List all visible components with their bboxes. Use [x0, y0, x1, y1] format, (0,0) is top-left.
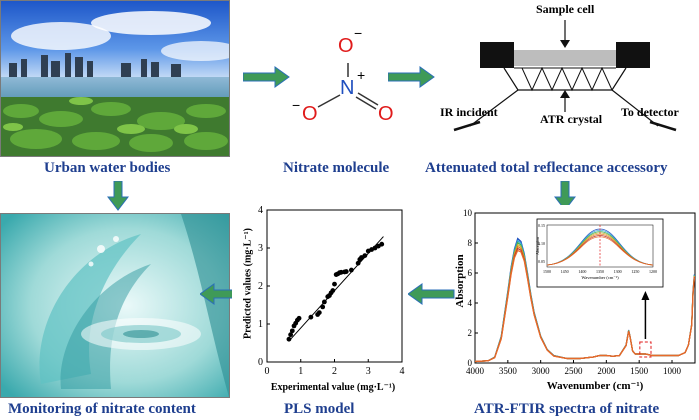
ftir-xtick-label: 3500 — [499, 366, 518, 376]
pls-point — [321, 299, 327, 305]
pls-xtick-label: 4 — [400, 366, 405, 377]
atr-caption: Attenuated total reflectance accessory — [425, 160, 668, 176]
pls-fit-line — [288, 236, 384, 342]
atr-diagram-art — [453, 20, 677, 132]
pls-xtick-label: 0 — [265, 366, 270, 377]
pls-point — [316, 310, 322, 315]
sample-cell-label: Sample cell — [536, 2, 595, 16]
pls-point — [289, 328, 295, 334]
nitrate-molecule: O − N + O − O — [290, 15, 410, 135]
ftir-ytick-label: 0 — [468, 358, 473, 368]
oxygen-top-charge: − — [354, 25, 363, 41]
ftir-plot-frame — [474, 212, 696, 364]
oxygen-top: O — [338, 35, 354, 57]
ftir-inset-xtick-label: 1200 — [649, 269, 657, 274]
ftir-xtick-label: 4000 — [466, 366, 485, 376]
pls-caption: PLS model — [284, 401, 355, 417]
ftir-xtick-label: 2000 — [597, 366, 616, 376]
pls-point — [296, 315, 302, 321]
water-monitoring-image — [0, 213, 230, 398]
ftir-xtick-label: 2500 — [565, 366, 584, 376]
ftir-inset-line — [546, 233, 654, 266]
ftir-inset-xlabel: Wavenumber (cm⁻¹) — [581, 275, 619, 280]
urban-caption: Urban water bodies — [44, 160, 171, 176]
nitrate-bonds — [317, 63, 379, 110]
pls-chart: 0 1 2 3 4 0 1 2 3 4 — [258, 205, 405, 377]
pls-point — [288, 332, 294, 338]
pls-point — [379, 241, 385, 247]
ir-incident-label: IR incident — [440, 105, 498, 119]
ftir-inset-line — [546, 231, 654, 266]
ftir-xtick-label: 1500 — [630, 366, 649, 376]
ftir-caption: ATR-FTIR spectra of nitrate — [474, 401, 660, 417]
ftir-chart: 0 2 4 6 8 10 4000 3500 3000 2500 2000 1500 1000 1500 1… — [463, 208, 696, 376]
urban-water-photo-art — [1, 1, 241, 156]
pls-point — [286, 336, 292, 342]
pls-point — [343, 269, 349, 274]
pls-xtick-label: 2 — [332, 366, 337, 377]
pls-ytick-label: 0 — [258, 357, 263, 368]
ftir-highlight-box — [639, 341, 652, 358]
arrow-right-icon — [388, 66, 435, 88]
ftir-inset-ytick-label: 0.15 — [538, 223, 545, 228]
ftir-chart-panel: 0 2 4 6 8 10 4000 3500 3000 2500 2000 1500 1000 1500 1… — [454, 205, 699, 400]
oxygen-right: O — [378, 103, 394, 125]
pls-point — [308, 314, 314, 320]
pls-ytick-label: 2 — [258, 281, 263, 292]
ftir-xtick-label: 1000 — [663, 366, 682, 376]
pls-point — [355, 260, 361, 266]
ftir-inset-xtick-label: 1350 — [596, 269, 604, 274]
ftir-ytick-label: 4 — [468, 298, 473, 308]
oxygen-left: O — [302, 103, 318, 125]
ftir-inset-xtick-label: 1400 — [578, 269, 586, 274]
arrow-left-icon — [408, 283, 455, 305]
pls-ytick-label: 1 — [258, 319, 263, 330]
pls-point — [320, 304, 326, 310]
arrow-down-icon — [554, 181, 576, 211]
pls-xtick-label: 1 — [298, 366, 303, 377]
pls-ylabel: Predicted values (mg·L⁻¹) — [242, 228, 254, 339]
atr-accessory-diagram: Sample cell IR incident ATR crystal To d… — [440, 0, 699, 150]
pls-ytick-label: 3 — [258, 243, 263, 254]
nitrogen-charge: + — [357, 67, 366, 83]
ftir-inset-ylabel: Absorption — [535, 237, 540, 255]
oxygen-left-charge: − — [292, 97, 301, 113]
arrow-down-icon — [107, 181, 129, 211]
pls-xtick-label: 3 — [366, 366, 371, 377]
ftir-xlabel: Wavenumber (cm⁻¹) — [546, 380, 644, 392]
ftir-inset-ytick-label: 0.10 — [538, 241, 545, 246]
ftir-inset-xtick-label: 1250 — [631, 269, 639, 274]
nitrate-caption: Nitrate molecule — [283, 160, 390, 176]
ftir-inset-ytick-label: 0.05 — [538, 259, 545, 264]
ftir-ytick-label: 6 — [468, 268, 473, 278]
pls-chart-panel: 0 1 2 3 4 0 1 2 3 4 Predicted values (mg·L⁻¹) Exp… — [232, 200, 408, 400]
ftir-ytick-label: 2 — [468, 328, 473, 338]
ftir-ytick-label: 10 — [463, 208, 473, 218]
to-detector-label: To detector — [621, 105, 679, 119]
monitor-caption: Monitoring of nitrate content — [8, 401, 196, 417]
pls-xlabel: Experimental value (mg·L⁻¹) — [270, 382, 396, 393]
pls-point — [362, 253, 368, 258]
pls-point — [348, 267, 354, 273]
nitrogen: N — [340, 77, 355, 99]
urban-water-photo — [0, 0, 241, 157]
pls-point — [330, 288, 336, 293]
atr-crystal-label: ATR crystal — [540, 112, 603, 126]
ftir-inset-xtick-label: 1450 — [561, 269, 569, 274]
ftir-xtick-label: 3000 — [532, 366, 551, 376]
water-splash-art — [1, 214, 229, 397]
arrow-right-icon — [243, 66, 290, 88]
ftir-ylabel: Absorption — [454, 254, 466, 308]
ftir-inset-xtick-label: 1300 — [614, 269, 622, 274]
ftir-zoom-arrowhead — [641, 291, 650, 300]
ftir-inset-xtick-label: 1500 — [543, 269, 551, 274]
ftir-spectrum-line — [474, 249, 695, 363]
pls-ytick-label: 4 — [258, 205, 263, 216]
pls-point — [332, 281, 337, 287]
ftir-ytick-label: 8 — [468, 238, 473, 248]
